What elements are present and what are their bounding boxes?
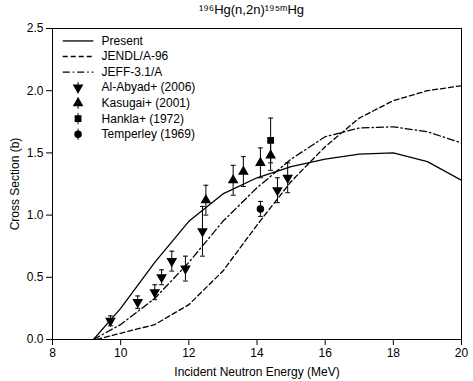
svg-text:16: 16 — [318, 346, 332, 360]
svg-text:Al-Abyad+ (2006): Al-Abyad+ (2006) — [102, 80, 196, 94]
svg-text:Hankla+ (1972): Hankla+ (1972) — [102, 112, 184, 126]
svg-text:14: 14 — [250, 346, 264, 360]
svg-text:JENDL/A-96: JENDL/A-96 — [102, 49, 169, 63]
html-text:¹⁹⁶Hg(n,2n)¹⁹⁵ᵐHg: ¹⁹⁶Hg(n,2n)¹⁹⁵ᵐHg — [198, 2, 305, 17]
svg-text:20: 20 — [455, 346, 469, 360]
svg-text:0.5: 0.5 — [27, 270, 44, 284]
svg-text:8: 8 — [49, 346, 56, 360]
svg-text:18: 18 — [387, 346, 401, 360]
svg-text:10: 10 — [114, 346, 128, 360]
svg-text:Kasugai+ (2001): Kasugai+ (2001) — [102, 96, 190, 110]
svg-text:0.0: 0.0 — [27, 332, 44, 346]
svg-text:12: 12 — [182, 346, 196, 360]
svg-text:JEFF-3.1/A: JEFF-3.1/A — [102, 65, 163, 79]
svg-text:Temperley (1969): Temperley (1969) — [102, 127, 195, 141]
svg-text:2.5: 2.5 — [27, 21, 44, 35]
svg-text:1.0: 1.0 — [27, 208, 44, 222]
svg-text:2.0: 2.0 — [27, 84, 44, 98]
svg-text:Cross Section (b): Cross Section (b) — [8, 138, 22, 231]
svg-text:Incident Neutron Energy (MeV): Incident Neutron Energy (MeV) — [174, 365, 339, 379]
svg-text:Present: Present — [102, 34, 144, 48]
svg-text:1.5: 1.5 — [27, 146, 44, 160]
